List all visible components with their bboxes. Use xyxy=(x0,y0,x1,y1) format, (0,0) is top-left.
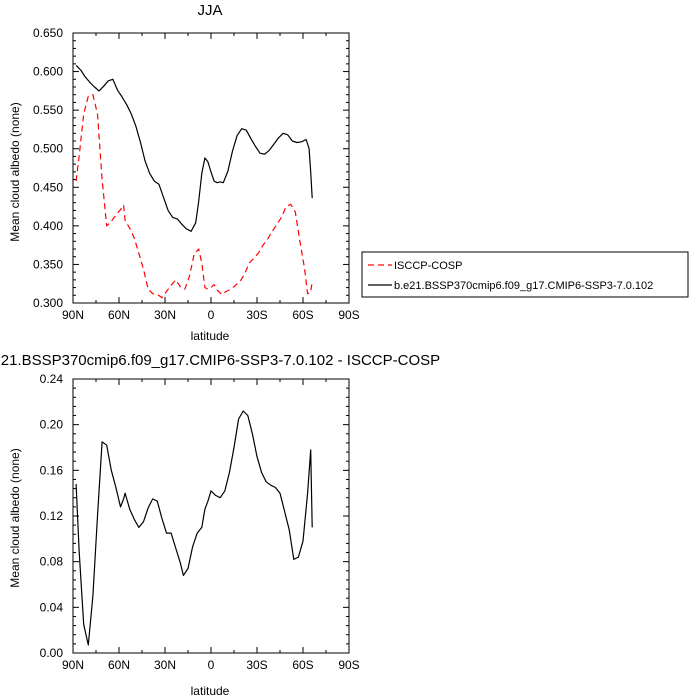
bottom-x-axis-label: latitude xyxy=(191,684,230,698)
top-x-tick-label: 60S xyxy=(292,308,313,322)
bottom-y-tick-label: 0.12 xyxy=(40,509,64,523)
top-y-tick-label: 0.450 xyxy=(33,180,63,194)
bottom-x-tick-label: 90S xyxy=(338,658,359,672)
top-x-tick-label: 0 xyxy=(208,308,215,322)
legend-label-model: b.e21.BSSP370cmip6.f09_g17.CMIP6-SSP3-7.… xyxy=(394,280,653,292)
top-series-line-0 xyxy=(75,94,313,299)
bottom-y-tick-label: 0.24 xyxy=(40,372,64,386)
top-y-tick-label: 0.350 xyxy=(33,257,63,271)
top-x-tick-label: 30S xyxy=(246,308,267,322)
legend: ISCCP-COSP b.e21.BSSP370cmip6.f09_g17.CM… xyxy=(361,251,689,298)
legend-box xyxy=(361,251,689,298)
top-y-axis-label: Mean cloud albedo (none) xyxy=(8,102,22,241)
top-y-tick-label: 0.400 xyxy=(33,219,63,233)
top-series-line-1 xyxy=(75,64,313,232)
bottom-series-line-0 xyxy=(75,410,313,646)
bottom-x-tick-label: 90N xyxy=(62,658,84,672)
bottom-panel: b.e21.BSSP370cmip6.f09_g17.CMIP6-SSP3-7.… xyxy=(0,352,440,698)
top-x-tick-label: 90S xyxy=(338,308,359,322)
top-y-tick-label: 0.300 xyxy=(33,296,63,310)
bottom-y-axis-label: Mean cloud albedo (none) xyxy=(8,448,22,587)
top-x-tick-label: 60N xyxy=(108,308,130,322)
top-y-tick-label: 0.600 xyxy=(33,65,63,79)
top-x-tick-label: 90N xyxy=(62,308,84,322)
bottom-x-tick-label: 60N xyxy=(108,658,130,672)
bottom-y-tick-label: 0.16 xyxy=(40,463,64,477)
bottom-plot-frame xyxy=(72,378,350,654)
legend-label-isccp: ISCCP-COSP xyxy=(394,260,462,272)
top-chart-title: JJA xyxy=(197,2,222,19)
top-plot-frame xyxy=(72,32,350,304)
top-x-axis-label: latitude xyxy=(191,329,230,343)
bottom-y-tick-label: 0.20 xyxy=(40,418,64,432)
top-panel: JJA 90N 60N 30N 0 30S 60S 90S 0.300 0.350 0.400 0.… xyxy=(8,2,360,343)
bottom-y-tick-label: 0.04 xyxy=(40,600,64,614)
top-y-tick-label: 0.550 xyxy=(33,103,63,117)
bottom-plot-area: 90N 60N 30N 0 30S 60S 90S 0.00 0.04 0.08 0.12 0.16 0… xyxy=(40,372,360,672)
bottom-y-tick-label: 0.00 xyxy=(40,646,64,660)
bottom-x-tick-label: 30N xyxy=(154,658,176,672)
top-x-tick-label: 30N xyxy=(154,308,176,322)
bottom-chart-title: b.e21.BSSP370cmip6.f09_g17.CMIP6-SSP3-7.… xyxy=(0,352,440,369)
top-plot-area: 90N 60N 30N 0 30S 60S 90S 0.300 0.350 0.400 0.450 0… xyxy=(33,26,360,322)
top-y-tick-label: 0.650 xyxy=(33,26,63,40)
bottom-x-tick-label: 60S xyxy=(292,658,313,672)
bottom-y-tick-label: 0.08 xyxy=(40,555,64,569)
top-y-tick-label: 0.500 xyxy=(33,142,63,156)
bottom-x-tick-label: 30S xyxy=(246,658,267,672)
bottom-x-tick-label: 0 xyxy=(208,658,215,672)
